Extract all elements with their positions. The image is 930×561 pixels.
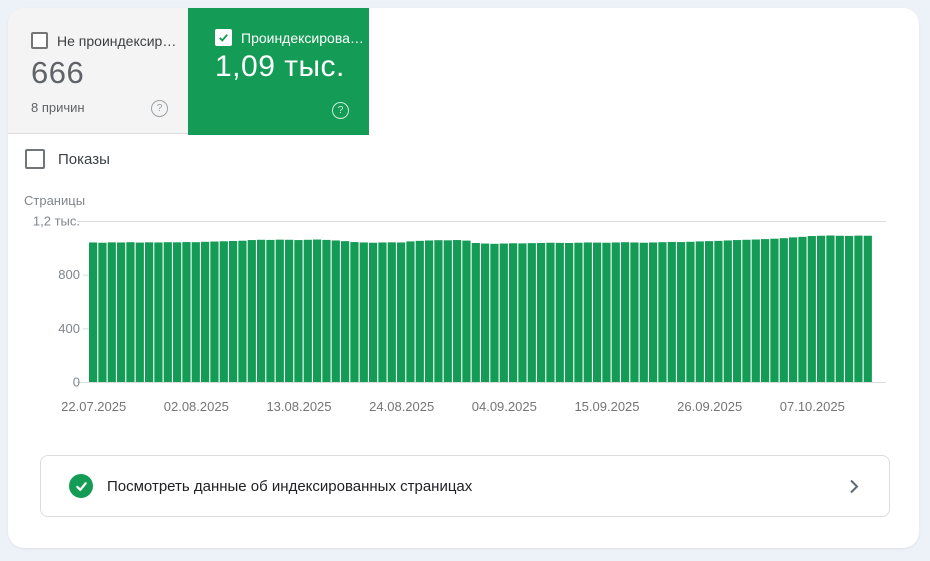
svg-text:800: 800	[58, 267, 80, 282]
svg-text:24.08.2025: 24.08.2025	[369, 399, 434, 414]
metric-label-indexed: Проиндексирова…	[241, 29, 364, 46]
chevron-right-icon	[849, 479, 859, 494]
pages-bar-chart[interactable]: 1,2 тыс. 800 400 0 22.07.2025 02.08.2025 13.08…	[8, 8, 919, 548]
metric-value-indexed: 1,09 тыс.	[215, 50, 345, 83]
svg-text:15.09.2025: 15.09.2025	[574, 399, 639, 414]
checkbox-not-indexed[interactable]	[31, 32, 48, 49]
impressions-label: Показы	[58, 150, 110, 168]
metric-head-indexed: Проиндексирова…	[215, 29, 364, 46]
metric-sub-reasons: 8 причин	[31, 100, 85, 115]
svg-text:13.08.2025: 13.08.2025	[266, 399, 331, 414]
metric-label-not-indexed: Не проиндексир…	[57, 32, 177, 49]
help-icon[interactable]: ?	[332, 102, 349, 119]
view-indexed-pages-card[interactable]: Посмотреть данные об индексированных стр…	[40, 455, 890, 517]
svg-text:0: 0	[73, 375, 80, 390]
checkbox-impressions[interactable]	[25, 149, 45, 169]
svg-text:400: 400	[58, 321, 80, 336]
chart-y-axis-title: Страницы	[24, 193, 86, 208]
svg-text:1,2 тыс.: 1,2 тыс.	[33, 214, 80, 229]
metric-head-not-indexed: Не проиндексир…	[31, 32, 176, 49]
svg-text:02.08.2025: 02.08.2025	[164, 399, 229, 414]
metric-card-indexed[interactable]: Проиндексирова… 1,09 тыс. ?	[188, 8, 369, 135]
report-panel: Не проиндексир… 666 8 причин ? Проиндекс…	[8, 8, 919, 548]
svg-text:07.10.2025: 07.10.2025	[780, 399, 845, 414]
checkmark-icon	[219, 34, 228, 42]
metric-card-not-indexed[interactable]: Не проиндексир… 666 8 причин ?	[8, 8, 188, 134]
metric-value-not-indexed: 666	[31, 55, 85, 90]
svg-text:22.07.2025: 22.07.2025	[61, 399, 126, 414]
footer-label: Посмотреть данные об индексированных стр…	[107, 477, 473, 495]
help-icon[interactable]: ?	[151, 100, 168, 117]
svg-text:26.09.2025: 26.09.2025	[677, 399, 742, 414]
svg-text:04.09.2025: 04.09.2025	[472, 399, 537, 414]
impressions-toggle[interactable]: Показы	[25, 149, 110, 169]
checkbox-indexed[interactable]	[215, 29, 232, 46]
check-circle-icon	[69, 474, 93, 498]
